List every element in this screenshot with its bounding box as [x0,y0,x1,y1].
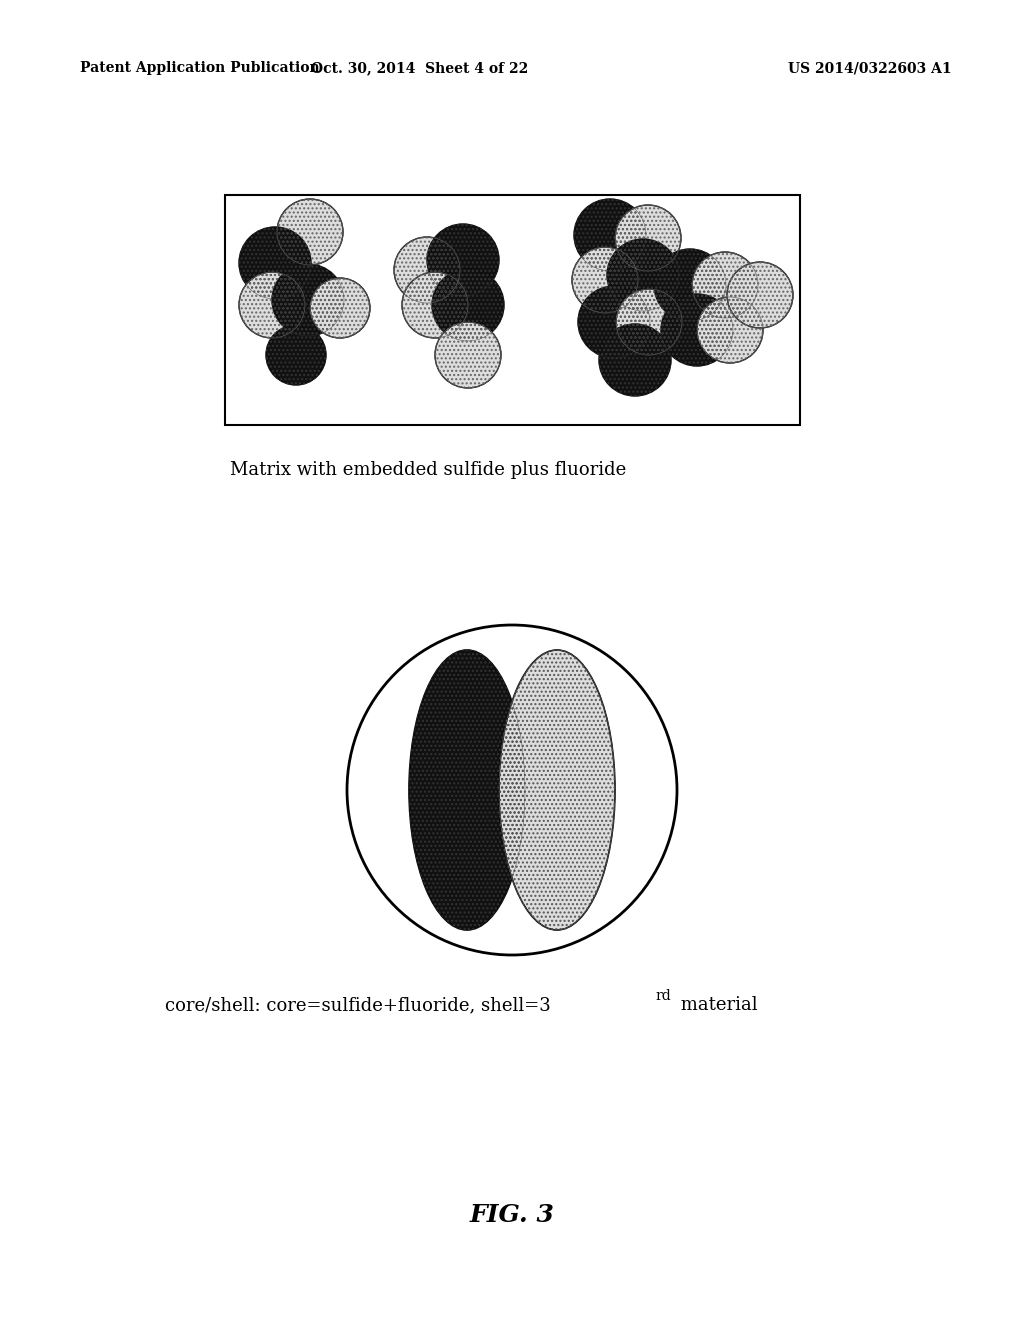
Circle shape [432,269,504,341]
Circle shape [272,264,344,337]
Circle shape [616,289,682,355]
Circle shape [310,279,370,338]
Circle shape [697,297,763,363]
Circle shape [662,294,733,366]
Text: FIG. 3: FIG. 3 [470,1203,554,1228]
Circle shape [266,325,326,385]
Circle shape [615,205,681,271]
Text: Matrix with embedded sulfide plus fluoride: Matrix with embedded sulfide plus fluori… [230,461,627,479]
Circle shape [578,286,650,358]
Text: Patent Application Publication: Patent Application Publication [80,61,319,75]
Text: core/shell: core=sulfide+fluoride, shell=3: core/shell: core=sulfide+fluoride, shell… [165,997,551,1014]
Circle shape [394,238,460,304]
Circle shape [435,322,501,388]
Circle shape [427,224,499,296]
Ellipse shape [499,649,615,931]
Circle shape [654,249,726,321]
Circle shape [692,252,758,318]
Circle shape [239,227,311,300]
Circle shape [574,199,646,271]
Text: material: material [675,997,758,1014]
Circle shape [572,247,638,313]
Bar [225,195,800,425]
Circle shape [599,323,671,396]
Text: US 2014/0322603 A1: US 2014/0322603 A1 [788,61,952,75]
Circle shape [347,624,677,954]
Circle shape [727,261,793,327]
Text: rd: rd [655,989,671,1003]
Ellipse shape [409,649,525,931]
Circle shape [278,199,343,265]
Text: Oct. 30, 2014  Sheet 4 of 22: Oct. 30, 2014 Sheet 4 of 22 [311,61,528,75]
Circle shape [239,272,305,338]
Circle shape [607,239,679,312]
Circle shape [402,272,468,338]
